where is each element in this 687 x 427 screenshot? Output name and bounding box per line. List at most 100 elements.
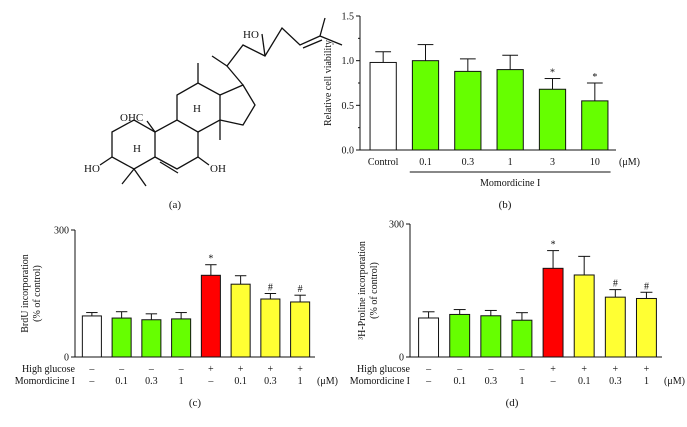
- bar: [542, 267, 564, 358]
- bar: [411, 60, 440, 151]
- panel-label-a: (a): [169, 199, 182, 211]
- y-tick-label: 300: [54, 226, 69, 237]
- label-oh-c7: OH: [210, 163, 226, 175]
- row-cell: +: [550, 364, 556, 375]
- methyl-c20: [211, 55, 228, 67]
- bar: [449, 313, 471, 358]
- row-cell: –: [88, 376, 95, 387]
- row-cell: –: [148, 364, 155, 375]
- bar: [81, 315, 102, 358]
- row-label: High glucose: [22, 364, 76, 375]
- y-tick-label: 1.0: [342, 56, 355, 67]
- row-cell: 0.1: [115, 376, 128, 387]
- chart-b: 0.0 0.5 1.0 1.5 Relative cell viability * * Con…: [323, 12, 640, 190]
- bar: [511, 319, 533, 358]
- x-tick-label: Control: [368, 157, 399, 168]
- bar: [260, 298, 281, 358]
- row-label: Momordicine I: [15, 376, 75, 387]
- bar: [635, 297, 657, 358]
- significance-mark: *: [208, 254, 213, 265]
- row-cell: 1: [298, 376, 303, 387]
- side-chain: [226, 17, 343, 86]
- row-cell: –: [178, 364, 185, 375]
- row-cell: 0.3: [145, 376, 158, 387]
- significance-mark: *: [551, 240, 556, 251]
- row-cell: –: [518, 364, 525, 375]
- panel-label-d: (d): [506, 397, 519, 409]
- row-cell: 0.1: [578, 376, 591, 387]
- bar: [171, 318, 192, 358]
- row-cell: –: [425, 376, 432, 387]
- panel-label-b: (b): [499, 199, 512, 211]
- row-cell: 0.1: [453, 376, 466, 387]
- y-tick-label: 0: [64, 353, 69, 364]
- panel-label-c: (c): [189, 397, 202, 409]
- bar: [538, 88, 567, 151]
- row-cell: –: [88, 364, 95, 375]
- row-cell: 1: [644, 376, 649, 387]
- chart-d: 0 300 ³H-Proline incorporation (% of contro…: [350, 220, 685, 388]
- group-label: Momordicine I: [480, 178, 540, 189]
- label-ohc: OHC: [120, 112, 143, 124]
- row-cell: +: [297, 364, 303, 375]
- x-tick-label: 10: [590, 157, 600, 168]
- bar: [581, 100, 609, 151]
- y-tick-label: 0.0: [342, 146, 355, 157]
- y-tick-label: 300: [389, 220, 404, 231]
- row-cell: –: [487, 364, 494, 375]
- row-cell: 1: [519, 376, 524, 387]
- bar: [454, 70, 482, 151]
- bar: [369, 61, 397, 151]
- significance-mark: #: [613, 279, 618, 290]
- cho-bond: [146, 120, 156, 133]
- row-cell: 0.3: [609, 376, 622, 387]
- row-cell: 0.3: [264, 376, 277, 387]
- row-cell: –: [425, 364, 432, 375]
- x-tick-label: 3: [550, 157, 555, 168]
- unit-label: (μM): [619, 157, 640, 168]
- ring-b: [154, 119, 199, 170]
- significance-mark: #: [644, 281, 649, 292]
- bar: [111, 317, 132, 358]
- bar: [200, 274, 221, 358]
- c3-oh-bond: [99, 156, 113, 166]
- row-cell: –: [207, 376, 214, 387]
- y-axis-label: ³H-Proline incorporation: [357, 241, 368, 340]
- bar: [141, 319, 162, 358]
- row-cell: +: [644, 364, 650, 375]
- y-tick-label: 0.5: [342, 101, 355, 112]
- significance-mark: #: [268, 283, 273, 294]
- y-axis-label: Relative cell viability: [323, 40, 334, 126]
- significance-mark: *: [550, 68, 555, 79]
- y-axis-label: BrdU incorporation: [20, 254, 31, 333]
- row-cell: –: [456, 364, 463, 375]
- label-h-ringa: H: [133, 143, 141, 155]
- row-cell: –: [118, 364, 125, 375]
- x-tick-label: 1: [508, 157, 513, 168]
- bar: [230, 283, 251, 358]
- label-h-ringc: H: [193, 103, 201, 115]
- label-ho-sidechain: HO: [243, 29, 259, 41]
- row-label: High glucose: [357, 364, 411, 375]
- c23-oh-bond: [261, 33, 266, 57]
- x-tick-label: 0.3: [462, 157, 475, 168]
- unit-label: (μM): [317, 376, 338, 387]
- label-ho-c3: HO: [84, 163, 100, 175]
- bar: [573, 274, 595, 358]
- momordicine-structure: HO OHC H H HO OH: [84, 17, 343, 187]
- ring-d: [219, 84, 256, 126]
- row-label: Momordicine I: [350, 376, 410, 387]
- row-cell: –: [550, 376, 557, 387]
- significance-mark: #: [298, 284, 303, 295]
- unit-label: (μM): [664, 376, 685, 387]
- y-axis-label: (% of control): [369, 262, 380, 319]
- chart-c: 0 300 BrdU incorporation (% of control) * # # H…: [15, 226, 338, 388]
- bar: [604, 296, 626, 358]
- side-chain-double-bond: [302, 39, 323, 49]
- bar: [496, 69, 524, 151]
- row-cell: +: [238, 364, 244, 375]
- bar: [290, 301, 311, 358]
- row-cell: +: [612, 364, 618, 375]
- significance-mark: *: [592, 72, 597, 83]
